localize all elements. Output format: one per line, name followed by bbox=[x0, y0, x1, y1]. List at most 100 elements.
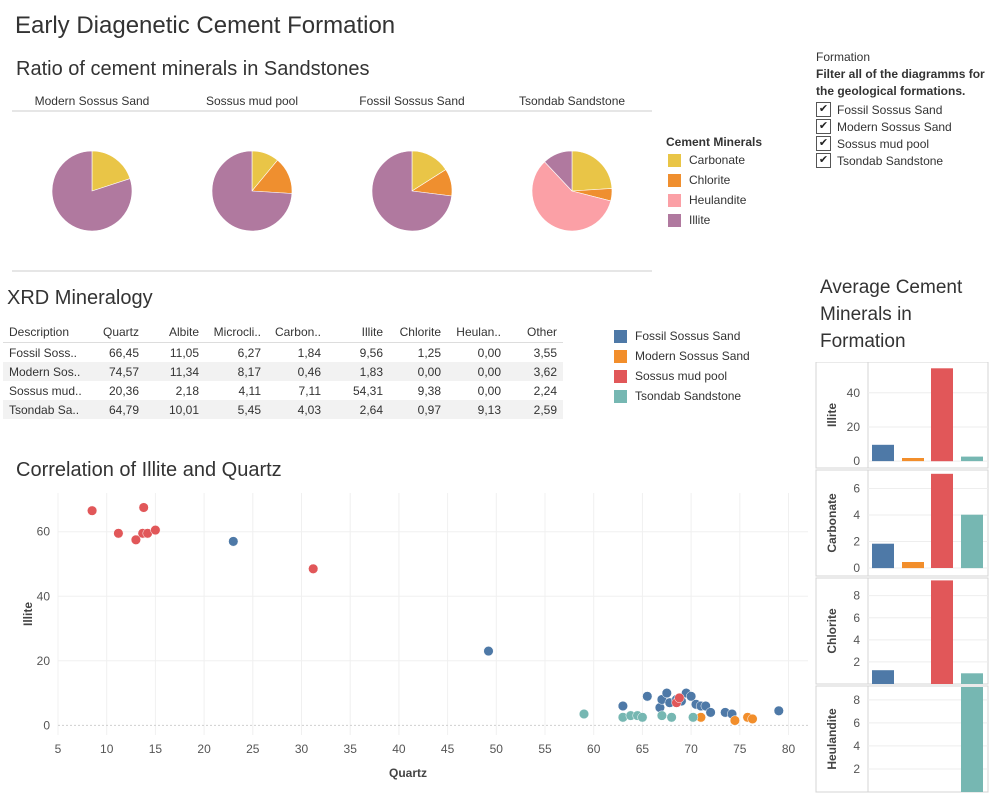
xrd-col-other[interactable]: Other bbox=[507, 322, 563, 343]
bar[interactable] bbox=[961, 673, 983, 684]
bar-tick-label: 4 bbox=[853, 633, 860, 647]
dashboard-title: Early Diagenetic Cement Formation bbox=[15, 12, 396, 39]
bar[interactable] bbox=[931, 580, 953, 684]
pie-slice[interactable] bbox=[544, 150, 573, 192]
x-tick-label: 70 bbox=[684, 742, 698, 756]
legend-swatch-fossil bbox=[614, 329, 627, 343]
scatter-point[interactable] bbox=[674, 692, 685, 703]
filter-option-mudpool[interactable]: ✔ Sossus mud pool bbox=[816, 136, 929, 151]
scatter-point[interactable] bbox=[747, 713, 758, 724]
bar[interactable] bbox=[902, 562, 924, 569]
xrd-col-carbonate[interactable]: Carbon.. bbox=[267, 322, 327, 343]
legend-label-modern: Modern Sossus Sand bbox=[635, 349, 750, 363]
bar-panel-label: Chlorite bbox=[825, 608, 839, 654]
legend-swatch-illite bbox=[668, 213, 681, 227]
legend-label-fossil: Fossil Sossus Sand bbox=[635, 329, 741, 343]
x-axis-label: Quartz bbox=[389, 766, 427, 780]
legend-swatch-mudpool bbox=[614, 369, 627, 383]
legend-swatch-tsondab bbox=[614, 389, 627, 403]
table-cell: Tsondab Sa.. bbox=[3, 400, 85, 419]
table-cell: Sossus mud.. bbox=[9, 383, 82, 398]
checkbox-modern[interactable]: ✔ bbox=[816, 119, 831, 134]
bar[interactable] bbox=[931, 473, 953, 568]
scatter-point[interactable] bbox=[637, 712, 648, 723]
table-cell: 2,18 bbox=[175, 383, 199, 398]
scatter-point[interactable] bbox=[578, 708, 590, 720]
table-cell: 2,24 bbox=[533, 383, 557, 398]
x-tick-label: 10 bbox=[100, 742, 114, 756]
bar-panel-frame bbox=[815, 577, 989, 685]
legend-label-tsondab: Tsondab Sandstone bbox=[635, 389, 742, 403]
table-cell: 10,01 bbox=[145, 400, 205, 419]
legend-item-tsondab: Tsondab Sandstone bbox=[614, 389, 741, 403]
xrd-col-albite[interactable]: Albite bbox=[145, 322, 205, 343]
table-cell: 0,00 bbox=[477, 383, 501, 398]
x-tick-label: 35 bbox=[344, 742, 358, 756]
pie-slice[interactable] bbox=[571, 150, 613, 192]
pie-slice[interactable] bbox=[51, 150, 133, 232]
bar-tick-label: 2 bbox=[853, 762, 860, 776]
scatter-point[interactable] bbox=[729, 715, 740, 726]
filter-description-2: the geological formations. bbox=[816, 84, 966, 98]
scatter-point[interactable] bbox=[87, 505, 98, 516]
xrd-col-microcline[interactable]: Microcli.. bbox=[205, 322, 267, 343]
pie-slice[interactable] bbox=[211, 150, 293, 232]
legend-label-heulandite: Heulandite bbox=[689, 193, 747, 207]
pie-slice[interactable] bbox=[371, 150, 453, 232]
xrd-col-illite[interactable]: Illite bbox=[327, 322, 389, 343]
bar[interactable] bbox=[902, 458, 924, 462]
scatter-point[interactable] bbox=[113, 528, 124, 539]
x-tick-label: 55 bbox=[538, 742, 552, 756]
scatter-point[interactable] bbox=[688, 712, 699, 723]
checkbox-tsondab[interactable]: ✔ bbox=[816, 153, 831, 168]
checkbox-mudpool[interactable]: ✔ bbox=[816, 136, 831, 151]
table-cell: 0,00 bbox=[477, 345, 501, 360]
pie-slice[interactable] bbox=[91, 150, 131, 192]
scatter-point[interactable] bbox=[686, 691, 697, 702]
bar[interactable] bbox=[872, 670, 894, 684]
legend-label-chlorite: Chlorite bbox=[689, 173, 731, 187]
bar[interactable] bbox=[872, 543, 894, 569]
scatter-point[interactable] bbox=[228, 536, 239, 547]
pie-slice[interactable] bbox=[531, 161, 612, 232]
pie-section-title: Ratio of cement minerals in Sandstones bbox=[16, 58, 370, 80]
checkbox-fossil[interactable]: ✔ bbox=[816, 102, 831, 117]
legend-item-modern: Modern Sossus Sand bbox=[614, 349, 750, 363]
scatter-point[interactable] bbox=[705, 707, 716, 718]
xrd-col-heulandite[interactable]: Heulan.. bbox=[447, 322, 507, 343]
scatter-point[interactable] bbox=[150, 525, 161, 536]
scatter-point[interactable] bbox=[483, 646, 494, 657]
table-cell: 54,31 bbox=[352, 383, 383, 398]
filter-option-fossil[interactable]: ✔ Fossil Sossus Sand bbox=[816, 102, 942, 117]
xrd-col-chlorite[interactable]: Chlorite bbox=[389, 322, 447, 343]
scatter-point[interactable] bbox=[130, 534, 141, 545]
bar[interactable] bbox=[961, 456, 983, 462]
table-row: Modern Sos.. 74,57 11,34 8,17 0,46 1,83 … bbox=[3, 362, 563, 381]
bar-panel-label: Heulandite bbox=[825, 708, 839, 770]
bar[interactable] bbox=[961, 687, 983, 792]
bar[interactable] bbox=[931, 368, 953, 462]
bar[interactable] bbox=[872, 444, 894, 462]
filter-label-fossil: Fossil Sossus Sand bbox=[837, 102, 943, 117]
table-cell: 2,59 bbox=[507, 400, 563, 419]
scatter-point[interactable] bbox=[617, 700, 628, 712]
x-tick-label: 45 bbox=[441, 742, 455, 756]
bar-panel-label: Illite bbox=[825, 403, 839, 427]
bar-tick-label: 40 bbox=[847, 386, 861, 400]
table-cell: 20,36 bbox=[108, 383, 139, 398]
scatter-point[interactable] bbox=[642, 691, 653, 702]
bar[interactable] bbox=[961, 514, 983, 569]
x-tick-label: 25 bbox=[246, 742, 260, 756]
filter-option-tsondab[interactable]: ✔ Tsondab Sandstone bbox=[816, 153, 943, 168]
scatter-point[interactable] bbox=[661, 688, 672, 699]
filter-label-tsondab: Tsondab Sandstone bbox=[837, 153, 944, 168]
xrd-col-description[interactable]: Description bbox=[3, 322, 85, 343]
filter-option-modern[interactable]: ✔ Modern Sossus Sand bbox=[816, 119, 952, 134]
xrd-col-quartz[interactable]: Quartz bbox=[85, 322, 145, 343]
scatter-point[interactable] bbox=[656, 710, 667, 721]
scatter-point[interactable] bbox=[773, 705, 784, 716]
scatter-point[interactable] bbox=[138, 502, 149, 513]
scatter-point[interactable] bbox=[666, 712, 677, 723]
scatter-point[interactable] bbox=[308, 563, 319, 574]
table-cell: 2,64 bbox=[327, 400, 389, 419]
